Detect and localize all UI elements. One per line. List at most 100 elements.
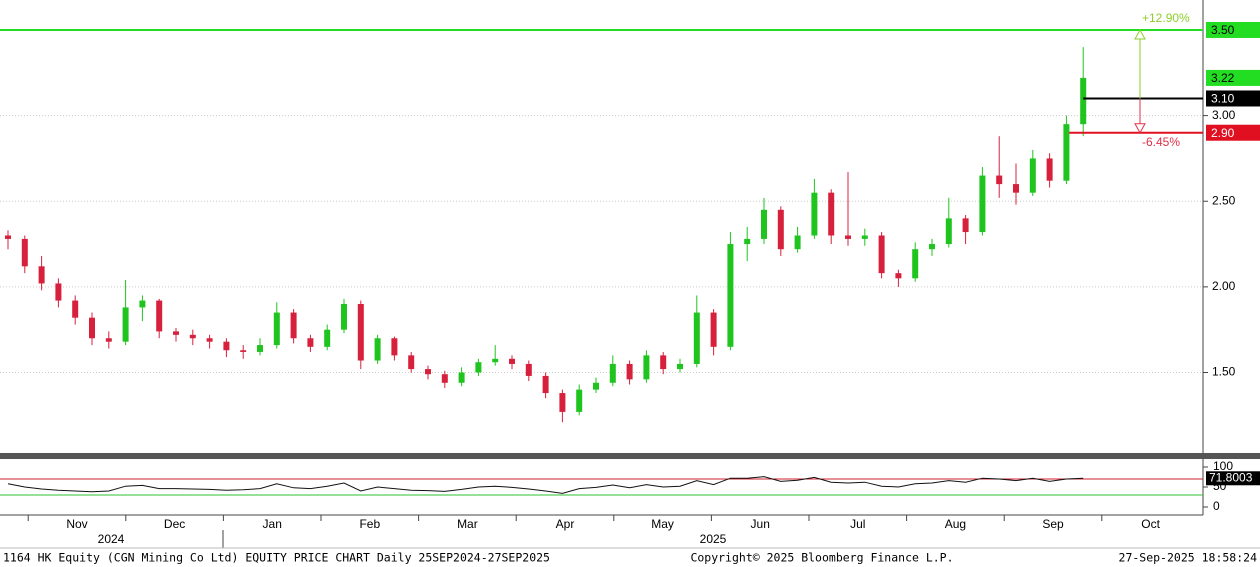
footer-left: 1164 HK Equity (CGN Mining Co Ltd) EQUIT… (3, 551, 550, 565)
candle-body (1080, 77, 1087, 125)
candle-body (458, 372, 465, 383)
candle-body (273, 312, 280, 346)
candle-body (945, 218, 952, 245)
rsi-line (7, 476, 1084, 494)
candle-body (509, 358, 515, 364)
candle-body (408, 355, 415, 370)
candle-body (156, 300, 163, 332)
x-tick-label: Jun (751, 517, 770, 531)
pct-label: +12.90% (1142, 11, 1190, 25)
x-tick-label: May (651, 517, 674, 531)
level-box (1206, 124, 1260, 141)
footer-center: Copyright© 2025 Bloomberg Finance L.P. (690, 551, 953, 565)
candle-body (744, 238, 751, 245)
x-tick-label: Jul (850, 517, 865, 531)
arrow-head (1134, 28, 1146, 40)
candle-body (55, 283, 62, 301)
candle-body (1029, 158, 1036, 193)
candle-body (761, 209, 767, 239)
year-label: 2025 (700, 532, 727, 546)
x-tick-label: Oct (1141, 517, 1160, 531)
candle-body (643, 355, 650, 380)
candle-body (391, 338, 398, 356)
candle-body (173, 331, 179, 335)
candle-body (593, 382, 599, 390)
candle-body (38, 266, 45, 284)
candle-body (828, 192, 835, 236)
level-box (1206, 69, 1260, 86)
y-tick-label: 2.50 (1212, 193, 1236, 207)
candle-body (324, 329, 331, 347)
x-tick-label: Aug (945, 517, 966, 531)
candle-body (609, 363, 616, 383)
rsi-value-box (1206, 471, 1260, 486)
candle-body (441, 374, 448, 383)
candle-body (929, 244, 935, 250)
candle-body (525, 363, 532, 376)
x-tick-label: Sep (1042, 517, 1064, 531)
x-tick-label: Mar (457, 517, 478, 531)
candle-body (861, 235, 868, 239)
level-label: 2.90 (1211, 126, 1235, 140)
x-tick-label: Apr (556, 517, 575, 531)
candle-body (21, 238, 28, 267)
rsi-value-label: 71.8003 (1209, 470, 1253, 484)
candle-body (105, 338, 112, 342)
arrow-head (1134, 123, 1146, 134)
pct-label: -6.45% (1142, 135, 1180, 149)
candle-body (374, 338, 381, 361)
candle-body (357, 303, 364, 361)
candle-body (1063, 124, 1070, 181)
candle-body (240, 350, 247, 352)
candle-body (1046, 158, 1053, 181)
x-tick-label: Nov (66, 517, 87, 531)
x-tick-label: Dec (164, 517, 185, 531)
candle-body (996, 175, 1003, 185)
level-label: 3.22 (1211, 71, 1235, 85)
level-box (1206, 21, 1260, 38)
candle-body (307, 338, 314, 347)
candle-body (475, 362, 482, 373)
candle-body (492, 358, 499, 363)
rsi-tick-label: 100 (1213, 459, 1233, 473)
x-tick-label: Jan (263, 517, 282, 531)
candle-body (979, 175, 986, 233)
panel-divider (0, 453, 1260, 459)
x-tick-label: Feb (359, 517, 380, 531)
candle-body (677, 363, 683, 370)
candle-body (845, 235, 851, 239)
candle-body (542, 375, 549, 394)
candle-body (72, 300, 79, 318)
candle-body (962, 218, 969, 233)
y-tick-label: 2.00 (1212, 279, 1236, 293)
footer-right: 27-Sep-2025 18:58:24 (1119, 551, 1258, 565)
candle-body (257, 345, 263, 352)
y-tick-label: 3.00 (1212, 108, 1236, 122)
y-tick-label: 1.50 (1212, 365, 1236, 379)
level-label: 3.10 (1211, 92, 1235, 106)
candle-body (576, 389, 583, 412)
rsi-tick-label: 0 (1213, 499, 1220, 513)
candle-body (710, 312, 717, 347)
candle-body (727, 244, 734, 347)
candle-body (5, 235, 11, 239)
candle-body (693, 312, 700, 364)
candle-body (878, 235, 885, 274)
candle-body (626, 363, 633, 380)
candle-body (206, 338, 213, 342)
candle-body (1013, 184, 1019, 193)
candle-body (139, 300, 146, 308)
candle-body (811, 192, 818, 236)
candle-body (794, 235, 801, 250)
candle-body (660, 355, 667, 370)
candle-body (290, 312, 297, 339)
level-box (1206, 90, 1260, 107)
candle-body (341, 303, 347, 330)
year-label: 2024 (98, 532, 125, 546)
candle-body (895, 273, 902, 279)
candle-body (189, 334, 196, 339)
candle-body (122, 307, 129, 342)
candle-body (223, 341, 230, 351)
